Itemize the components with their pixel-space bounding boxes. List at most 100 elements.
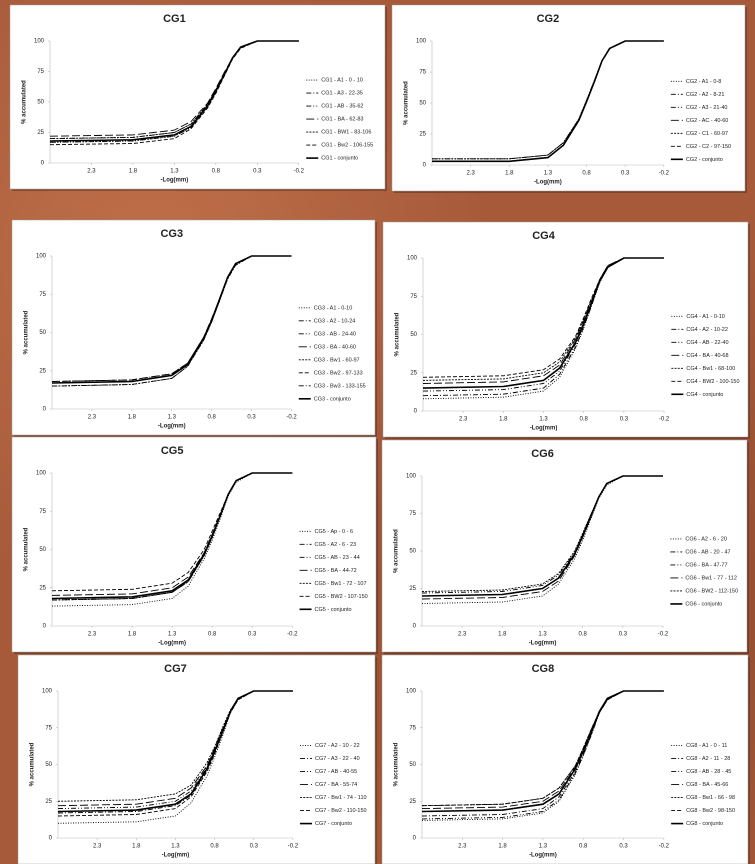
y-tick-label: 50 <box>409 762 416 768</box>
chart-title: CG6 <box>531 448 554 460</box>
legend-label: CG1 - BA - 62-83 <box>321 117 363 123</box>
y-tick-label: 100 <box>36 471 47 477</box>
legend-label: CG2 - AC - 40-60 <box>686 118 729 124</box>
x-axis-label: -Log(mm) <box>158 424 186 430</box>
legend-label: CG8 - Bw2 - 98-150 <box>686 808 735 814</box>
x-tick-label: 2.3 <box>93 844 102 850</box>
legend-label: CG5 - A2 - 6 - 23 <box>315 542 357 548</box>
x-tick-label: 1.3 <box>170 169 179 175</box>
y-tick-label: 75 <box>410 294 417 300</box>
y-tick-label: 50 <box>410 332 417 338</box>
y-tick-label: 25 <box>37 130 44 136</box>
y-tick-label: 25 <box>39 368 46 374</box>
y-tick-label: 75 <box>409 725 416 731</box>
x-tick-label: 1.8 <box>129 169 138 175</box>
legend-label: CG2 - C2 - 97-150 <box>686 144 731 150</box>
legend-label: CG6 - BA - 47-77 <box>685 562 727 568</box>
x-tick-label: 0.8 <box>210 844 219 850</box>
x-tick-label: 1.8 <box>505 171 514 177</box>
chart-title: CG1 <box>163 13 186 25</box>
legend-label: CG3 - A2 - 10-24 <box>314 318 356 324</box>
y-axis-label: % accumulated <box>24 310 30 354</box>
chart-panel: CG202550751002.31.81.30.80.3-0.2-Log(mm)… <box>392 5 747 193</box>
y-axis-label: % accumulated <box>24 527 30 571</box>
legend-label: CG5 - BA - 44-72 <box>315 568 357 574</box>
x-tick-label: -0.2 <box>286 415 297 421</box>
legend-label: CG7 - Bw1 - 74 - 110 <box>315 795 367 801</box>
legend-label: CG7 - Bw2 - 110-150 <box>315 808 367 814</box>
x-tick-label: 0.3 <box>247 415 256 421</box>
panel-background <box>12 220 375 435</box>
y-tick-label: 50 <box>419 101 426 107</box>
legend-label: CG1 - A3 - 22-35 <box>321 91 363 97</box>
legend-label: CG2 - A1 - 0-8 <box>686 79 721 85</box>
x-tick-label: 0.8 <box>582 171 591 177</box>
y-tick-label: 75 <box>39 509 46 515</box>
y-tick-label: 25 <box>39 585 46 591</box>
legend-label: CG7 - conjunto <box>315 821 352 827</box>
x-axis-label: -Log(mm) <box>534 180 562 186</box>
chart-title: CG7 <box>164 663 187 675</box>
y-tick-label: 75 <box>45 725 52 731</box>
legend-label: CG6 - AB - 20 - 47 <box>685 549 730 555</box>
legend-label: CG2 - conjunto <box>686 157 723 163</box>
legend-label: CG8 - A2 - 11 - 28 <box>686 756 730 762</box>
x-tick-label: 0.8 <box>579 844 588 850</box>
legend-label: CG8 - A1 - 0 - 11 <box>686 743 727 749</box>
legend-label: CG4 - Bw1 - 68-100 <box>686 366 735 372</box>
legend-label: CG6 - conjunto <box>685 601 722 607</box>
x-tick-label: 1.3 <box>171 844 180 850</box>
x-tick-label: 0.8 <box>212 169 221 175</box>
x-axis-label: -Log(mm) <box>530 426 558 432</box>
y-tick-label: 50 <box>409 549 416 555</box>
y-tick-label: 100 <box>34 39 45 45</box>
x-tick-label: 0.3 <box>620 417 629 423</box>
x-tick-label: -0.2 <box>659 171 670 177</box>
panel-background <box>392 5 745 191</box>
legend-label: CG7 - AB - 40-55 <box>315 769 357 775</box>
x-tick-label: 1.8 <box>498 844 507 850</box>
x-tick-label: 1.8 <box>132 844 141 850</box>
x-tick-label: 1.8 <box>498 632 507 638</box>
x-tick-label: -0.2 <box>659 844 670 850</box>
x-tick-label: 0.3 <box>619 844 628 850</box>
legend-label: CG3 - AB - 24-40 <box>314 331 356 337</box>
y-tick-label: 100 <box>407 256 418 262</box>
legend-label: CG3 - Bw1 - 60-97 <box>314 357 360 363</box>
legend-label: CG1 - conjunto <box>321 156 358 162</box>
legend-label: CG3 - A1 - 0-10 <box>314 305 353 311</box>
x-tick-label: 2.3 <box>88 632 97 638</box>
x-tick-label: 0.8 <box>580 417 589 423</box>
legend-label: CG4 - conjunto <box>686 392 723 398</box>
y-axis-label: % accumulated <box>22 80 28 124</box>
x-tick-label: 0.8 <box>208 632 217 638</box>
legend-label: CG6 - A2 - 6 - 20 <box>685 536 727 542</box>
y-tick-label: 50 <box>45 762 52 768</box>
y-tick-label: 50 <box>39 330 46 336</box>
legend-label: CG5 - BW2 - 107-150 <box>315 594 368 600</box>
y-axis-label: % accumulated <box>395 312 401 356</box>
x-tick-label: 1.3 <box>539 844 548 850</box>
x-tick-label: 1.8 <box>499 417 508 423</box>
legend-label: CG1 - A1 - 0 - 10 <box>321 78 363 84</box>
y-tick-label: 100 <box>406 474 417 480</box>
y-tick-label: 50 <box>39 547 46 553</box>
legend-label: CG1 - Bw2 - 106-155 <box>321 143 373 149</box>
x-tick-label: -0.2 <box>659 417 670 423</box>
y-tick-label: 75 <box>39 292 46 298</box>
legend-label: CG3 - Bw2 - 97-133 <box>314 370 363 376</box>
legend-label: CG1 - AB - 35-62 <box>321 104 363 110</box>
x-axis-label: -Log(mm) <box>162 853 190 859</box>
legend-label: CG3 - BA - 40-60 <box>314 344 356 350</box>
x-tick-label: -0.2 <box>288 844 299 850</box>
x-tick-label: 0.3 <box>253 169 262 175</box>
chart-title: CG4 <box>532 230 556 242</box>
legend-label: CG3 - conjunto <box>314 396 351 402</box>
legend-label: CG7 - A3 - 22 - 40 <box>315 756 360 762</box>
y-tick-label: 50 <box>37 100 44 106</box>
x-tick-label: 0.8 <box>579 632 588 638</box>
